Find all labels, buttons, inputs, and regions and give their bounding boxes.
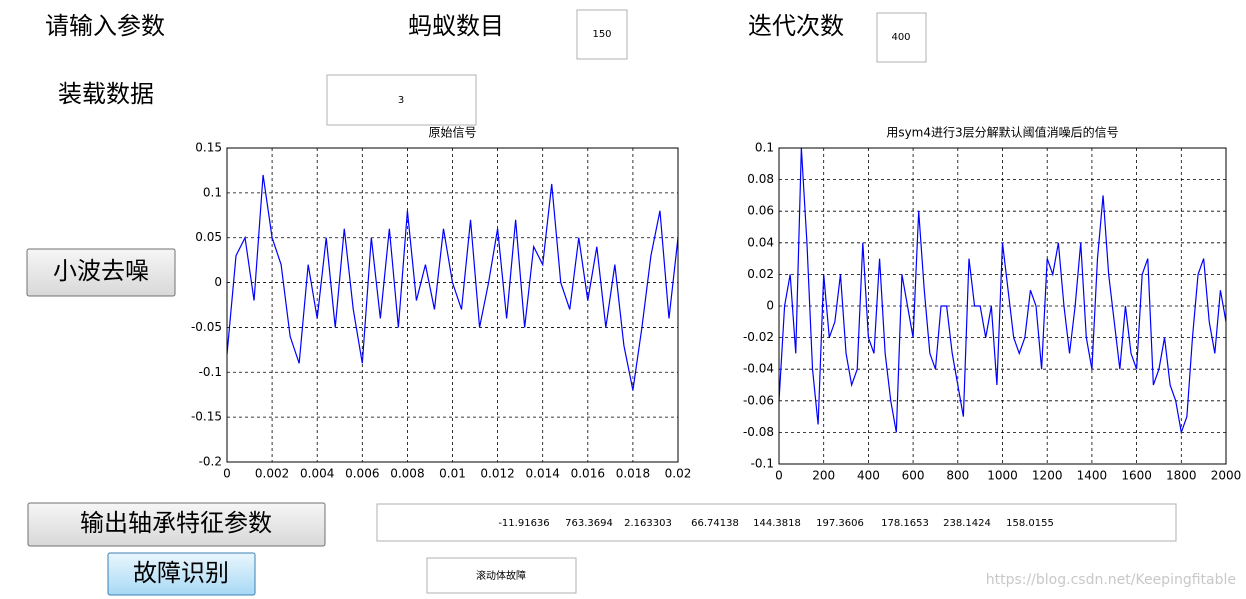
x-tick-label: 1800 (1166, 469, 1197, 483)
y-tick-label: 0.02 (747, 267, 774, 281)
x-tick-label: 0.006 (345, 467, 379, 481)
feature-value: 144.3818 (753, 518, 801, 529)
y-tick-label: 0.15 (195, 141, 222, 155)
x-tick-label: 0.012 (480, 467, 514, 481)
y-tick-label: -0.05 (191, 320, 222, 334)
x-tick-label: 0.018 (616, 467, 650, 481)
button[interactable] (27, 502, 326, 547)
axes-frame (226, 147, 679, 463)
features-box (376, 503, 1177, 542)
x-tick-label: 0.014 (526, 467, 560, 481)
y-tick-label: -0.08 (743, 425, 774, 439)
y-tick-label: 0.08 (747, 172, 774, 186)
feature-value: 178.1653 (881, 518, 929, 529)
input-box[interactable] (326, 74, 477, 126)
button-label[interactable]: 小波去噪 (53, 257, 149, 285)
chart-title: 原始信号 (428, 126, 476, 140)
feature-value: 763.3694 (565, 518, 613, 529)
feature-value: -11.91636 (498, 518, 549, 529)
button-label[interactable]: 故障识别 (133, 559, 229, 587)
y-tick-label: 0 (766, 299, 774, 313)
y-tick-label: 0.1 (755, 141, 774, 155)
x-tick-label: 1400 (1077, 469, 1108, 483)
feature-value: 238.1424 (943, 518, 991, 529)
result-box (426, 557, 577, 594)
x-tick-label: 0.016 (571, 467, 605, 481)
feature-value: 2.163303 (624, 518, 672, 529)
y-tick-label: 0.04 (747, 235, 774, 249)
y-tick-label: -0.04 (743, 362, 774, 376)
label: 迭代次数 (748, 12, 844, 40)
button[interactable] (107, 552, 256, 596)
label: 装载数据 (58, 80, 154, 108)
x-tick-label: 600 (902, 469, 925, 483)
feature-value: 197.3606 (816, 518, 864, 529)
x-tick-label: 0 (775, 469, 783, 483)
input-value[interactable]: 150 (592, 29, 611, 40)
x-tick-label: 0.002 (255, 467, 289, 481)
x-tick-label: 0.004 (300, 467, 334, 481)
axes-frame (778, 147, 1227, 465)
x-tick-label: 0.02 (665, 467, 692, 481)
feature-value: 66.74138 (691, 518, 739, 529)
signal-line (226, 174, 679, 391)
result-text: 滚动体故障 (476, 569, 526, 582)
button[interactable] (26, 248, 176, 297)
y-tick-label: -0.06 (743, 393, 774, 407)
label: 蚂蚁数目 (408, 12, 504, 40)
y-tick-label: 0 (214, 275, 222, 289)
x-tick-label: 1200 (1032, 469, 1063, 483)
y-tick-label: -0.1 (199, 365, 222, 379)
x-tick-label: 1600 (1121, 469, 1152, 483)
signal-line (778, 147, 1227, 435)
y-tick-label: -0.15 (191, 410, 222, 424)
x-tick-label: 0.01 (439, 467, 466, 481)
button-label[interactable]: 输出轴承特征参数 (80, 509, 272, 537)
y-tick-label: -0.1 (751, 457, 774, 471)
x-tick-label: 200 (812, 469, 835, 483)
input-box[interactable] (876, 12, 927, 63)
x-tick-label: 800 (946, 469, 969, 483)
y-tick-label: 0.1 (203, 185, 222, 199)
y-tick-label: 0.05 (195, 230, 222, 244)
label: 请输入参数 (45, 12, 165, 40)
x-tick-label: 400 (857, 469, 880, 483)
input-box[interactable] (576, 9, 628, 60)
watermark: https://blog.csdn.net/Keepingfitable (986, 572, 1236, 588)
input-value[interactable]: 400 (891, 32, 910, 43)
x-tick-label: 0 (223, 467, 231, 481)
chart-title: 用sym4进行3层分解默认阈值消噪后的信号 (886, 125, 1118, 140)
x-tick-label: 2000 (1211, 469, 1242, 483)
feature-value: 158.0155 (1006, 518, 1054, 529)
x-tick-label: 1000 (987, 469, 1018, 483)
x-tick-label: 0.008 (390, 467, 424, 481)
y-tick-label: -0.02 (743, 330, 774, 344)
y-tick-label: -0.2 (199, 455, 222, 469)
input-value[interactable]: 3 (398, 95, 404, 106)
y-tick-label: 0.06 (747, 204, 774, 218)
